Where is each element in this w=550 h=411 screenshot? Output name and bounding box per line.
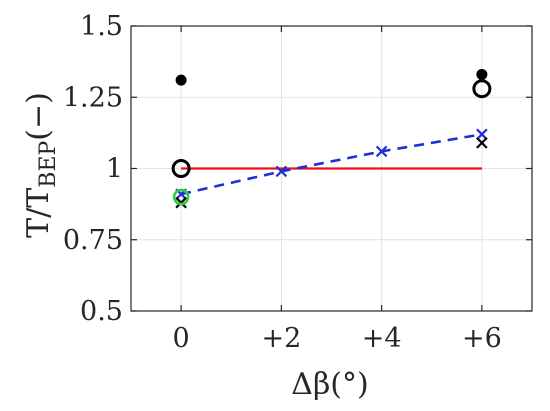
x-point (175, 196, 187, 209)
y-axis-label: T/TBEP(−) (21, 92, 61, 238)
open-circle-point (171, 159, 191, 178)
trend-point (476, 128, 488, 141)
green-circle-point (172, 188, 190, 206)
trend-point (275, 165, 288, 178)
y-tick-label: 1.5 (80, 11, 123, 42)
y-tick-label: 0.5 (80, 296, 123, 327)
trend-line (180, 133, 483, 196)
trend-point (375, 145, 388, 158)
y-tick-label: 1 (106, 154, 123, 185)
x-tick-label: +4 (362, 323, 402, 354)
y-axis-label-suffix: (−) (21, 92, 56, 141)
series-layer (171, 68, 492, 209)
open-circle-point (472, 79, 492, 99)
axes (130, 25, 533, 312)
y-tick-label: 0.75 (63, 225, 123, 256)
x-point (476, 137, 488, 149)
filled-circle-point (476, 68, 488, 80)
x-axis-label: Δβ(°) (291, 367, 368, 402)
tick-labels: 0 +2 +4 +6 0.5 0.75 1 1.25 1.5 (63, 11, 502, 354)
x-tick-label: +6 (462, 323, 502, 354)
x-tick-label: +2 (261, 323, 301, 354)
filled-circle-point (175, 74, 187, 86)
y-axis-label-main: T/T (21, 188, 56, 238)
y-axis-label-sub: BEP (36, 140, 61, 187)
x-tick-label: 0 (173, 323, 190, 354)
y-tick-label: 1.25 (63, 82, 123, 113)
